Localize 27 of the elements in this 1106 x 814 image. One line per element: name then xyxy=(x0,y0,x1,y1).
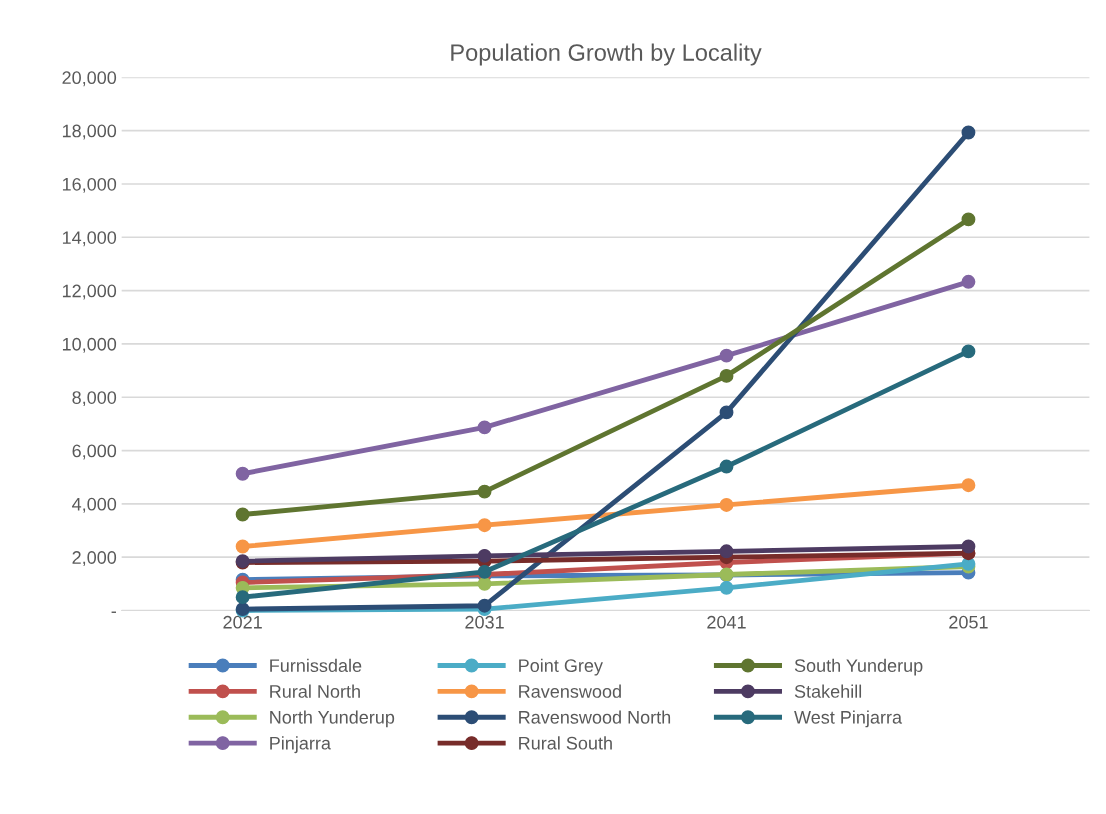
y-tick-label: 10,000 xyxy=(62,337,117,353)
y-tick-label: 12,000 xyxy=(62,284,117,300)
legend-label: Ravenswood xyxy=(519,684,621,698)
y-tick-label: 20,000 xyxy=(62,71,117,87)
legend-label: Stakehill xyxy=(794,684,862,698)
legend-label: North Yunderup xyxy=(270,710,395,728)
y-tick-label: 18,000 xyxy=(62,124,117,140)
y-tick-label: 8,000 xyxy=(72,391,117,407)
chart-title: Population Growth by Locality xyxy=(451,43,762,66)
legend-label: Pinjarra xyxy=(270,736,331,754)
legend-label: Furnissdale xyxy=(270,658,362,672)
legend-label: Ravenswood North xyxy=(519,710,671,724)
legend-label: Point Grey xyxy=(519,658,603,676)
y-tick-label: 14,000 xyxy=(62,231,117,247)
x-tick-label: 2051 xyxy=(949,615,988,629)
y-tick-label: 2,000 xyxy=(72,551,117,567)
legend-label: West Pinjarra xyxy=(794,710,903,728)
legend-label: South Yunderup xyxy=(794,658,923,676)
x-tick-label: 2021 xyxy=(223,615,262,629)
y-tick-label: 6,000 xyxy=(72,444,117,460)
legend-label: Rural South xyxy=(519,736,612,750)
y-tick-label: - xyxy=(111,611,116,613)
y-tick-label: 4,000 xyxy=(72,497,117,513)
x-tick-label: 2031 xyxy=(465,615,504,629)
y-tick-label: 16,000 xyxy=(62,177,117,193)
legend-label: Rural North xyxy=(270,684,360,698)
x-tick-label: 2041 xyxy=(707,615,746,629)
